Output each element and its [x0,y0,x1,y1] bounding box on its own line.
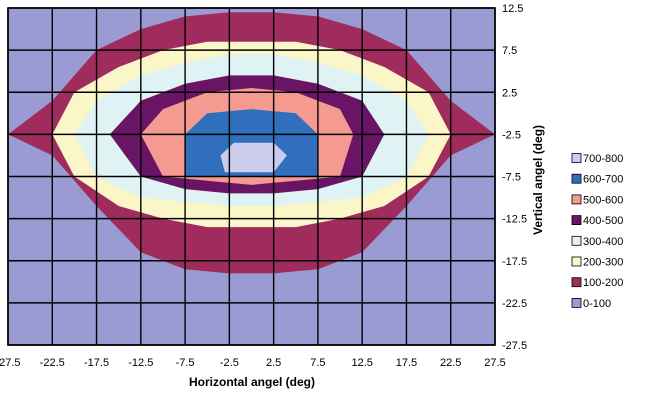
legend-swatch [571,235,582,246]
contour-band-700-800 [220,142,287,173]
x-tick-label: 7.5 [310,357,325,369]
plot-area [7,7,496,346]
y-tick-label: -17.5 [502,256,527,268]
legend-swatch [571,153,582,163]
legend-swatch [571,173,582,184]
x-tick-label: -27.5 [0,357,21,369]
y-tick-label: -2.5 [502,129,521,141]
legend-label: 100-200 [583,277,623,289]
y-tick-label: -22.5 [502,298,527,310]
x-axis-ticks: -27.5 -22.5 -17.5 -12.5 -7.5 -2.5 2.5 7.5 12.5 17… [0,357,506,369]
legend-swatch [571,277,582,288]
x-tick-label: 27.5 [484,357,505,369]
legend-label: 500-600 [583,194,623,206]
y-tick-label: -7.5 [502,172,521,184]
plot-border [7,7,496,346]
y-tick-label: 7.5 [502,45,517,57]
y-tick-label: 2.5 [502,87,517,99]
y-tick-label: -12.5 [502,214,527,226]
y-axis-ticks: 12.5 7.5 2.5 -2.5 -7.5 -12.5 -17.5 -22.5 -27.5 [502,3,527,352]
x-tick-label: -7.5 [176,357,195,369]
legend-label: 0-100 [583,298,611,310]
y-tick-label: -27.5 [502,340,527,352]
x-tick-label: 2.5 [266,357,281,369]
legend-label: 300-400 [583,236,623,248]
x-axis-label: Horizontal angel (deg) [189,375,315,389]
y-tick-label: 12.5 [502,3,523,15]
x-tick-label: 12.5 [351,357,372,369]
x-tick-label: 17.5 [396,357,417,369]
legend-swatch [571,215,582,226]
legend-swatch [571,297,582,308]
legend: 700-800 600-700 500-600 400-500 300-400 200-3… [571,153,623,310]
legend-swatch [571,194,582,205]
legend-swatch [571,256,582,267]
x-tick-label: -2.5 [220,357,239,369]
x-tick-label: -22.5 [40,357,65,369]
legend-label: 600-700 [583,174,623,186]
x-tick-label: -17.5 [84,357,109,369]
legend-label: 400-500 [583,215,623,227]
x-tick-label: -12.5 [128,357,153,369]
y-axis-label: Vertical angel (deg) [531,125,545,235]
x-tick-label: 22.5 [440,357,461,369]
legend-label: 200-300 [583,257,623,269]
legend-label: 700-800 [583,153,623,165]
